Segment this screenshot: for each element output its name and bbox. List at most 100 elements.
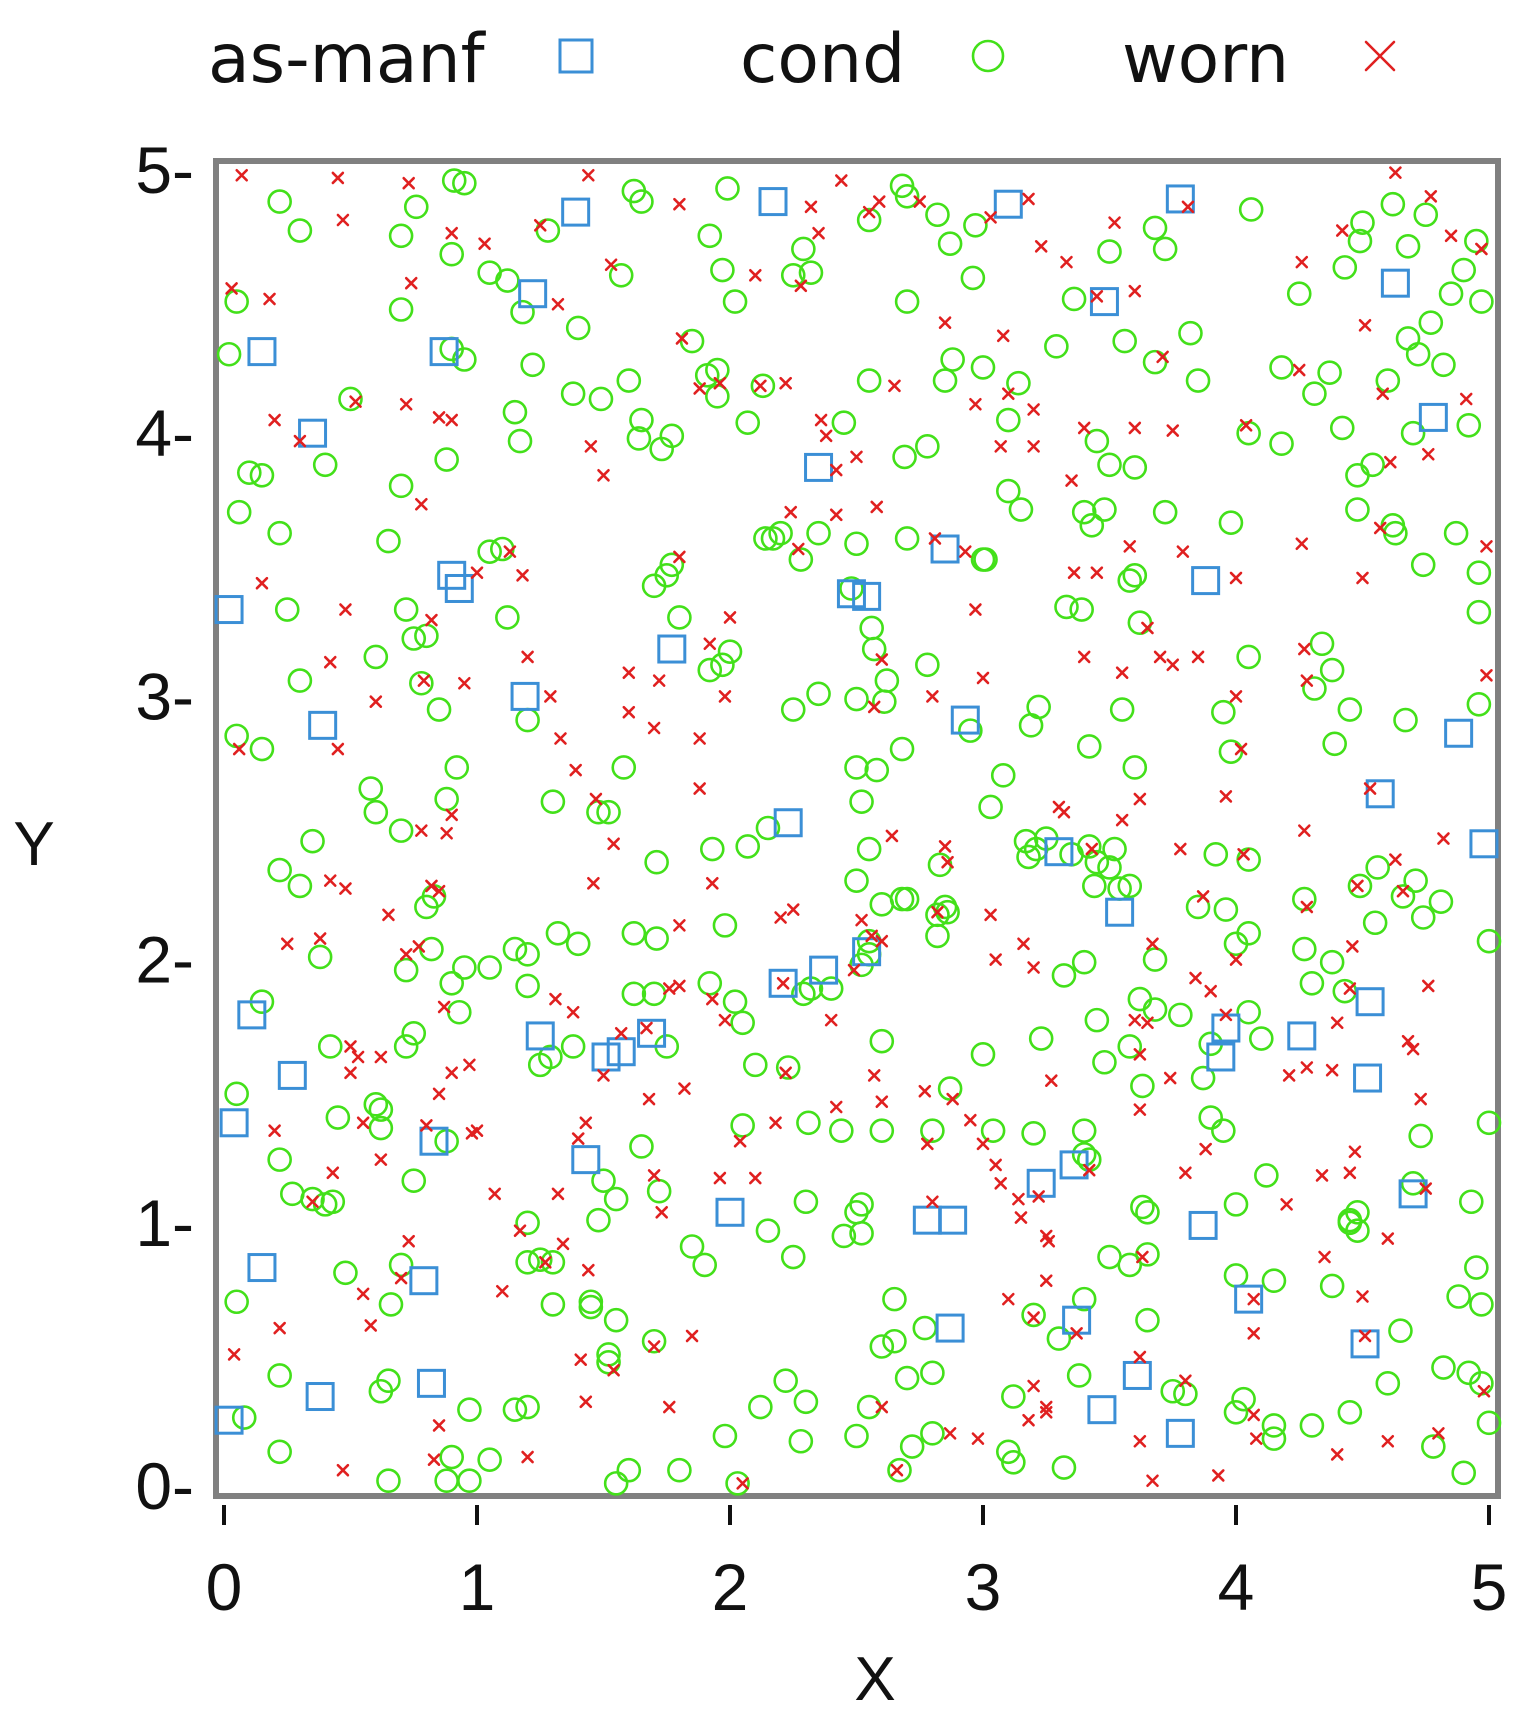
data-point-cond-82 [1238,197,1264,222]
data-point-cond-156 [1211,699,1236,725]
data-point-worn-152 [1082,1163,1096,1177]
data-point-cond-64 [963,212,988,238]
data-point-worn-143 [989,1158,1002,1172]
data-point-cond-369 [1071,1286,1097,1312]
data-point-cond-390 [831,1223,857,1249]
data-point-worn-246 [1017,937,1030,951]
data-point-cond-304 [742,1052,768,1078]
data-point-worn-212 [622,705,636,719]
data-point-cond-216 [874,668,900,693]
data-point-cond-179 [1097,855,1122,880]
data-point-cond-276 [320,1189,346,1215]
data-point-worn-109 [1179,1166,1192,1180]
data-point-as-manf-50 [938,1205,968,1235]
data-point-worn-62 [1191,650,1205,664]
data-point-cond-252 [307,944,333,970]
data-point-worn-111 [1280,1198,1293,1211]
data-point-worn-228 [928,532,942,545]
data-point-as-manf-21 [308,710,338,740]
data-point-worn-256 [344,1040,357,1053]
data-point-cond-249 [287,873,313,899]
data-point-cond-98 [1405,341,1431,367]
data-point-cond-158 [1203,842,1229,867]
data-point-as-manf-54 [409,1266,439,1296]
data-point-cond-384 [793,1389,819,1415]
data-point-cond-244 [249,736,275,762]
data-point-worn-114 [1419,1182,1433,1195]
data-point-worn-0 [235,168,249,182]
data-point-cond-39 [715,176,740,201]
data-point-worn-144 [994,1177,1008,1190]
data-point-cond-404 [527,1247,553,1272]
data-point-cond-48 [659,423,685,449]
data-point-cond-141 [1393,707,1418,733]
data-point-cond-413 [603,1471,629,1496]
data-point-cond-403 [515,1249,540,1275]
data-point-worn-57 [1356,571,1369,585]
data-point-worn-122 [1381,1434,1395,1448]
data-point-cond-27 [502,399,528,425]
data-point-worn-174 [705,992,719,1006]
data-point-cond-430 [231,1405,257,1430]
data-point-cond-89 [1347,228,1373,254]
data-point-cond-63 [925,202,950,228]
data-point-worn-179 [597,1069,610,1082]
data-point-worn-169 [655,1205,668,1219]
data-point-cond-40 [710,257,735,283]
data-point-as-manf-35 [606,1037,636,1067]
data-point-as-manf-28 [1105,897,1135,927]
data-point-cond-181 [1117,873,1143,899]
data-point-worn-182 [551,1187,565,1201]
data-point-worn-156 [890,1463,904,1477]
data-point-cond-214 [780,697,806,722]
data-point-cond-221 [915,652,940,678]
data-point-worn-28 [1060,255,1073,269]
data-point-cond-254 [452,955,477,980]
data-point-cond-264 [317,1034,343,1059]
data-point-as-manf-48 [715,1197,745,1227]
data-point-cond-298 [699,836,725,862]
data-point-worn-177 [640,1021,653,1035]
data-point-as-manf-19 [657,634,687,664]
data-point-worn-103 [1348,1145,1362,1159]
data-point-worn-281 [647,1340,661,1353]
data-point-cond-240 [358,776,384,801]
data-point-worn-49 [1002,387,1015,401]
data-point-cond-377 [899,1434,925,1459]
data-point-worn-60 [1480,540,1493,553]
data-point-cond-297 [712,913,738,938]
data-point-as-manf-60 [416,1368,446,1398]
data-point-cond-172 [1168,1002,1193,1028]
data-point-worn-159 [921,1137,934,1151]
data-point-cond-78 [1152,236,1178,262]
data-point-worn-91 [1204,984,1217,998]
data-point-as-manf-53 [247,1253,277,1283]
data-point-cond-351 [1451,1460,1476,1486]
data-point-worn-240 [776,976,790,990]
data-point-cond-247 [300,828,325,854]
data-point-cond-139 [1337,697,1363,722]
data-point-worn-87 [1237,848,1250,861]
data-point-cond-169 [1117,1034,1143,1059]
data-point-worn-94 [1343,982,1357,995]
data-point-cond-354 [1375,1371,1401,1396]
data-point-cond-137 [1319,657,1345,683]
data-point-cond-67 [894,289,920,314]
data-point-cond-13 [388,297,414,322]
data-point-worn-250 [705,876,719,890]
y-tick-label-3: 3- [135,659,194,733]
data-point-cond-353 [1431,1355,1456,1380]
data-point-cond-119 [1071,499,1097,525]
data-point-cond-73 [1044,334,1069,359]
data-point-cond-266 [325,1105,351,1130]
data-point-worn-233 [941,855,954,869]
data-point-cond-431 [267,1363,292,1388]
data-point-cond-316 [1028,1026,1054,1051]
data-point-worn-313 [1027,440,1040,453]
data-point-as-manf-55 [1234,1284,1264,1314]
data-point-worn-59 [1421,447,1435,461]
data-point-worn-65 [1115,666,1129,680]
data-point-worn-193 [399,948,413,961]
data-point-cond-170 [1130,1073,1155,1099]
data-point-cond-263 [393,1034,419,1059]
